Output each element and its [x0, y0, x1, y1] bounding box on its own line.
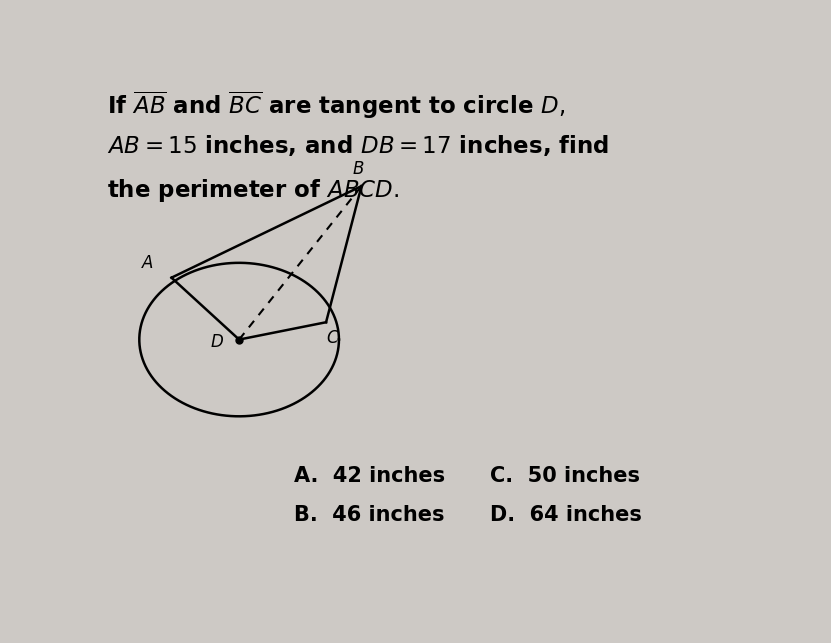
Text: $B$: $B$ [352, 159, 365, 177]
Text: $D$: $D$ [209, 333, 224, 351]
Text: $AB = 15$ inches, and $DB = 17$ inches, find: $AB = 15$ inches, and $DB = 17$ inches, … [107, 133, 609, 158]
Text: $C$: $C$ [326, 329, 339, 347]
Text: the perimeter of $ABCD.$: the perimeter of $ABCD.$ [107, 177, 399, 204]
Text: D.  64 inches: D. 64 inches [490, 505, 642, 525]
Text: C.  50 inches: C. 50 inches [490, 466, 641, 485]
Text: A.  42 inches: A. 42 inches [294, 466, 445, 485]
Text: If $\overline{AB}$ and $\overline{BC}$ are tangent to circle $D,$: If $\overline{AB}$ and $\overline{BC}$ a… [107, 89, 565, 122]
Text: $A$: $A$ [141, 254, 155, 272]
Text: B.  46 inches: B. 46 inches [294, 505, 445, 525]
